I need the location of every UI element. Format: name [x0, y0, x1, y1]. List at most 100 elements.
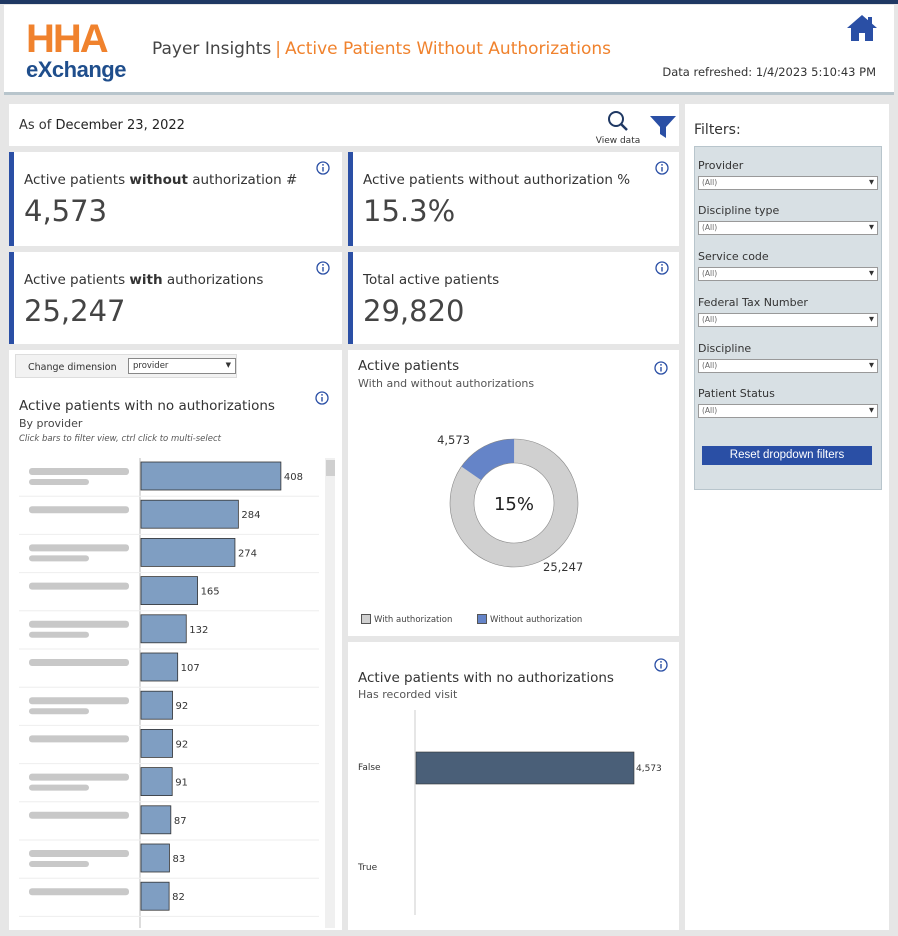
info-icon[interactable] [315, 391, 329, 405]
kpi-label-post: authorization # [187, 172, 298, 188]
bar-value-label: 87 [174, 816, 187, 827]
provider-bar[interactable] [140, 728, 173, 758]
provider-bar[interactable] [140, 767, 173, 797]
chevron-down-icon: ▼ [869, 269, 874, 277]
info-icon[interactable] [654, 658, 668, 672]
chart-title: Active patients with no authorizations [358, 670, 614, 686]
filter-select-provider[interactable]: (All) ▼ [698, 176, 878, 190]
filter-icon[interactable] [649, 114, 677, 140]
provider-bar[interactable] [140, 499, 239, 529]
bar-value-label: 165 [201, 587, 220, 598]
filter-select-federal-tax-number[interactable]: (All) ▼ [698, 313, 878, 327]
kpi-total-active-patients: Total active patients 29,820 [348, 252, 679, 344]
home-icon[interactable] [846, 13, 878, 43]
dimension-select-value: provider [133, 361, 169, 371]
kpi-label-bold: without [129, 172, 188, 188]
page-title: Active Patients Without Authorizations [285, 39, 612, 59]
provider-bar[interactable] [140, 461, 282, 491]
top-accent-line [0, 0, 898, 4]
legend-item-without[interactable]: Without authorization [477, 614, 582, 625]
filter-label-federal-tax-number: Federal Tax Number [698, 296, 808, 309]
donut-chart-panel: Active patients With and without authori… [348, 350, 679, 636]
chart-note: Click bars to filter view, ctrl click to… [19, 434, 222, 444]
legend-item-with[interactable]: With authorization [361, 614, 453, 625]
provider-label-redacted [29, 697, 129, 705]
reset-filters-button[interactable]: Reset dropdown filters [702, 446, 872, 465]
info-icon[interactable] [655, 161, 669, 175]
kpi-label: Total active patients [363, 272, 500, 288]
logo-exchange-text: eXchange [26, 57, 126, 82]
filter-select-patient-status[interactable]: (All) ▼ [698, 404, 878, 418]
filters-title: Filters: [694, 122, 741, 138]
provider-bar[interactable] [140, 538, 236, 567]
provider-bar[interactable] [140, 614, 187, 644]
info-icon[interactable] [316, 161, 330, 175]
provider-bar[interactable] [140, 652, 179, 682]
scrollbar-thumb[interactable] [326, 460, 335, 476]
filter-select-value: (All) [702, 178, 718, 187]
as-of-text: As of December 23, 2022 [19, 118, 185, 133]
bar-value-label: 274 [238, 548, 257, 559]
bar-value-label: 92 [176, 701, 189, 712]
bar-value-label: 107 [181, 663, 200, 674]
hha-exchange-logo[interactable]: HHA eXchange [26, 19, 126, 83]
donut-svg: 15% 4,573 25,247 [437, 433, 583, 574]
kpi-value: 4,573 [24, 194, 108, 228]
provider-bar-chart-panel: Change dimension provider ▼ Active patie… [9, 350, 342, 930]
filter-label-discipline: Discipline [698, 342, 752, 355]
kpi-label: Active patients without authorization % [363, 172, 631, 188]
chart-subtitle: Has recorded visit [358, 688, 458, 701]
chart-title: Active patients with no authorizations [19, 398, 275, 414]
donut-hole [473, 462, 555, 544]
provider-label-redacted [29, 811, 129, 819]
view-data-label: View data [595, 136, 641, 146]
recorded-visit-chart-panel: Active patients with no authorizations H… [348, 642, 679, 930]
filter-select-discipline-type[interactable]: (All) ▼ [698, 221, 878, 235]
app-title: Payer Insights [152, 39, 272, 59]
as-of-date: December 23, 2022 [55, 118, 185, 133]
filter-label-discipline-type: Discipline type [698, 204, 780, 217]
filter-select-value: (All) [702, 361, 718, 370]
provider-label-redacted [29, 506, 129, 514]
provider-bar-svg: 408 284 274 165 132 107 92 92 91 87 83 82 [19, 458, 319, 928]
provider-bar[interactable] [140, 843, 170, 873]
search-icon [608, 111, 628, 131]
legend-label: With authorization [374, 615, 453, 625]
kpi-label: Active patients with authorizations [24, 272, 263, 288]
kpi-label-pre: Active patients [24, 172, 130, 188]
provider-label-redacted [29, 631, 89, 638]
provider-bar[interactable] [140, 576, 198, 605]
filter-select-service-code[interactable]: (All) ▼ [698, 267, 878, 281]
view-data-button[interactable]: View data [593, 110, 643, 146]
filter-select-value: (All) [702, 269, 718, 278]
provider-bar[interactable] [140, 881, 170, 911]
info-icon[interactable] [655, 261, 669, 275]
provider-label-redacted [29, 659, 129, 666]
filter-select-discipline[interactable]: (All) ▼ [698, 359, 878, 373]
dimension-select[interactable]: provider ▼ [128, 358, 236, 374]
bar-value-label: 91 [175, 778, 188, 789]
chart-scrollbar[interactable] [325, 458, 335, 928]
provider-label-redacted [29, 861, 89, 867]
chevron-down-icon: ▼ [869, 223, 874, 231]
app-header: HHA eXchange Payer Insights | Active Patie… [4, 5, 894, 95]
visit-bar[interactable] [415, 751, 635, 785]
provider-label-redacted [29, 468, 129, 475]
provider-bar[interactable] [140, 805, 172, 835]
visit-bar-svg: False 4,573 True [357, 710, 662, 915]
filters-panel: Filters: Provider (All) ▼ Discipline type… [685, 104, 889, 930]
provider-label-redacted [29, 479, 89, 485]
provider-bar[interactable] [140, 690, 173, 720]
bar-value-label: 408 [284, 472, 303, 483]
donut-value-label-without: 4,573 [437, 433, 470, 447]
info-icon[interactable] [654, 361, 668, 375]
bar-value-label: 284 [241, 510, 260, 521]
provider-label-redacted [29, 888, 129, 896]
info-icon[interactable] [316, 261, 330, 275]
filters-box: Provider (All) ▼ Discipline type (All) ▼ S… [694, 146, 882, 490]
dashboard-body: As of December 23, 2022 View data Active… [4, 99, 894, 933]
provider-label-redacted [29, 555, 89, 562]
provider-label-redacted [29, 784, 89, 791]
donut-value-label-with: 25,247 [543, 560, 583, 574]
filter-select-value: (All) [702, 315, 718, 324]
